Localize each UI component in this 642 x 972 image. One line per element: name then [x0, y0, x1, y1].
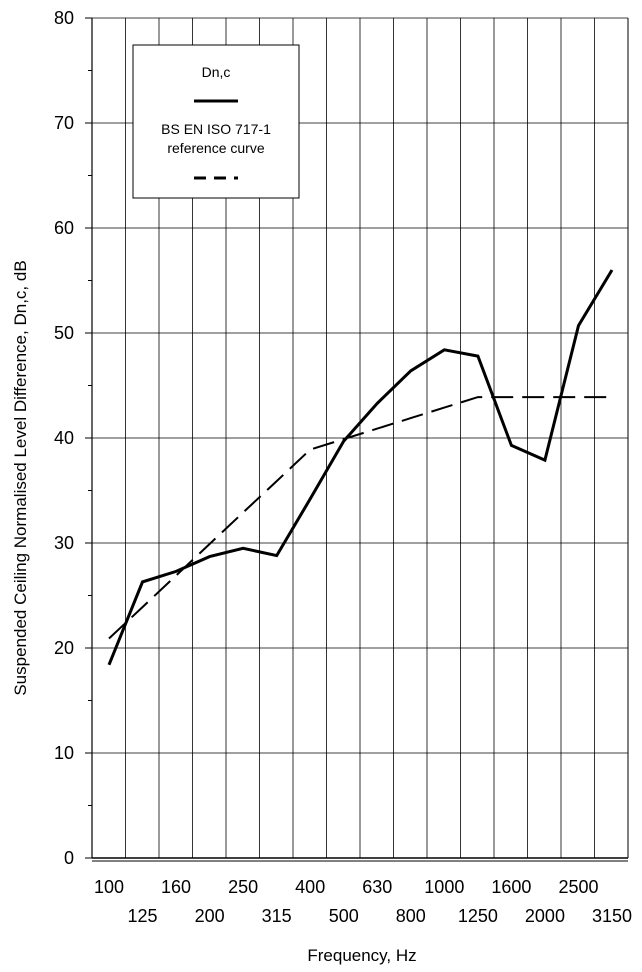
x-tick-label: 1250	[458, 906, 498, 926]
x-tick-label: 1600	[491, 877, 531, 897]
x-tick-label: 3150	[592, 906, 632, 926]
series-line-dnc	[107, 269, 614, 666]
axes	[85, 17, 629, 862]
x-tick-label: 200	[195, 906, 225, 926]
y-tick-label: 20	[54, 638, 74, 658]
x-tick-label: 500	[329, 906, 359, 926]
x-tick-label: 630	[362, 877, 392, 897]
x-tick-label: 2000	[525, 906, 565, 926]
y-tick-label: 60	[54, 218, 74, 238]
y-tick-label: 10	[54, 743, 74, 763]
x-tick-label: 100	[94, 877, 124, 897]
y-tick-label: 30	[54, 533, 74, 553]
x-tick-label: 400	[295, 877, 325, 897]
y-tick-label: 40	[54, 428, 74, 448]
legend-label-dnc: Dn,c	[202, 64, 231, 80]
x-tick-label: 800	[396, 906, 426, 926]
x-axis-title: Frequency, Hz	[307, 946, 416, 965]
y-tick-label: 50	[54, 323, 74, 343]
x-tick-label: 1000	[424, 877, 464, 897]
x-tick-label: 160	[161, 877, 191, 897]
legend-label-reference-line1: BS EN ISO 717-1	[161, 121, 271, 137]
x-tick-label: 2500	[558, 877, 598, 897]
y-tick-label: 70	[54, 113, 74, 133]
tick-labels: 0 10 20 30 40 50 60 70 80 10012516020025031540050…	[54, 8, 632, 926]
y-tick-label: 80	[54, 8, 74, 28]
series-line-reference-curve	[108, 396, 612, 640]
x-tick-label: 125	[128, 906, 158, 926]
legend: Dn,c BS EN ISO 717-1 reference curve	[132, 44, 300, 199]
legend-box	[132, 44, 300, 199]
y-axis-title: Suspended Ceiling Normalised Level Diffe…	[11, 260, 30, 695]
x-tick-label: 315	[262, 906, 292, 926]
series-layer	[107, 269, 614, 666]
legend-label-reference-line2: reference curve	[167, 140, 264, 156]
y-tick-label: 0	[64, 848, 74, 868]
x-tick-label: 250	[228, 877, 258, 897]
